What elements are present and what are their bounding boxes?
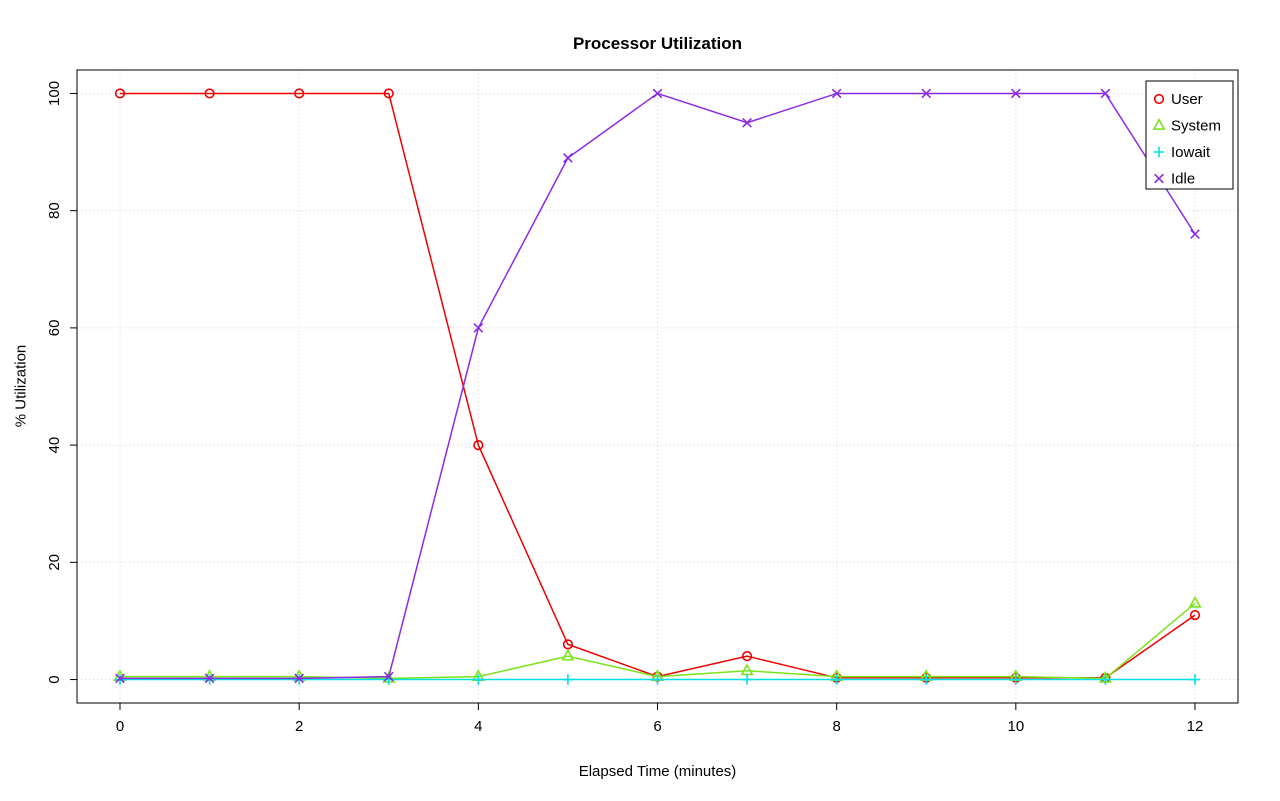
x-marker — [831, 88, 842, 99]
x-marker — [294, 673, 305, 684]
y-tick-label: 20 — [46, 554, 63, 571]
circle-marker — [294, 88, 305, 99]
x-marker — [1154, 173, 1164, 184]
y-tick-label: 40 — [46, 437, 63, 454]
x-axis-label: Elapsed Time (minutes) — [578, 763, 737, 780]
legend-label: Idle — [1171, 171, 1195, 188]
triangle-marker — [740, 663, 754, 676]
circle-marker — [473, 440, 484, 451]
x-marker — [473, 323, 484, 333]
x-axis: 0 2 4 6 8 10 12 — [116, 703, 1204, 735]
y-tick-label: 100 — [46, 81, 63, 106]
x-tick-label: 0 — [116, 718, 124, 735]
triangle-marker — [1152, 118, 1166, 130]
x-tick-label: 6 — [653, 718, 661, 735]
chart-title: Processor Utilization — [572, 34, 743, 53]
x-marker — [1100, 88, 1111, 99]
plus-marker — [1010, 674, 1022, 685]
x-marker — [921, 88, 932, 99]
plus-marker — [204, 674, 215, 685]
x-tick-label: 4 — [474, 718, 482, 735]
plus-marker — [562, 674, 574, 685]
legend-box — [1145, 80, 1234, 190]
plus-marker — [1189, 674, 1201, 685]
triangle-marker — [1188, 595, 1202, 608]
x-marker — [563, 153, 573, 163]
x-tick-label: 2 — [295, 718, 303, 735]
x-marker — [742, 117, 752, 128]
circle-marker — [1189, 609, 1201, 621]
circle-marker — [114, 88, 126, 99]
plus-marker — [1100, 674, 1111, 685]
y-tick-label: 0 — [46, 675, 63, 683]
plus-marker — [831, 674, 842, 685]
x-marker — [1010, 88, 1021, 99]
plus-marker — [1153, 146, 1165, 158]
plus-marker — [473, 674, 484, 685]
circle-marker — [383, 88, 394, 99]
x-marker — [1190, 229, 1200, 239]
plus-marker — [741, 674, 753, 685]
y-axis-label: % Utilization — [12, 344, 30, 428]
x-marker — [652, 88, 663, 99]
y-tick-label: 80 — [46, 202, 63, 219]
x-marker — [383, 671, 394, 682]
circle-marker — [1153, 93, 1165, 105]
series-iowait — [114, 674, 1201, 685]
x-marker — [204, 673, 215, 684]
plus-marker — [652, 674, 663, 685]
plus-marker — [293, 674, 305, 685]
legend-label: User — [1171, 91, 1203, 108]
series-idle — [115, 88, 1200, 684]
circle-marker — [204, 88, 215, 99]
x-marker — [115, 673, 125, 684]
y-axis: 0 20 40 60 80 100 — [46, 81, 77, 684]
circle-marker — [741, 651, 753, 662]
legend-label: Iowait — [1171, 144, 1211, 161]
x-tick-label: 8 — [832, 718, 840, 735]
plus-marker — [114, 674, 126, 685]
legend: User System Iowait Idle — [1145, 80, 1234, 190]
grid — [77, 70, 1238, 703]
x-tick-label: 10 — [1007, 718, 1024, 735]
plus-marker — [921, 674, 932, 685]
y-tick-label: 60 — [46, 320, 63, 337]
triangle-marker — [561, 648, 575, 661]
legend-label: System — [1171, 118, 1221, 135]
x-tick-label: 12 — [1187, 718, 1204, 735]
